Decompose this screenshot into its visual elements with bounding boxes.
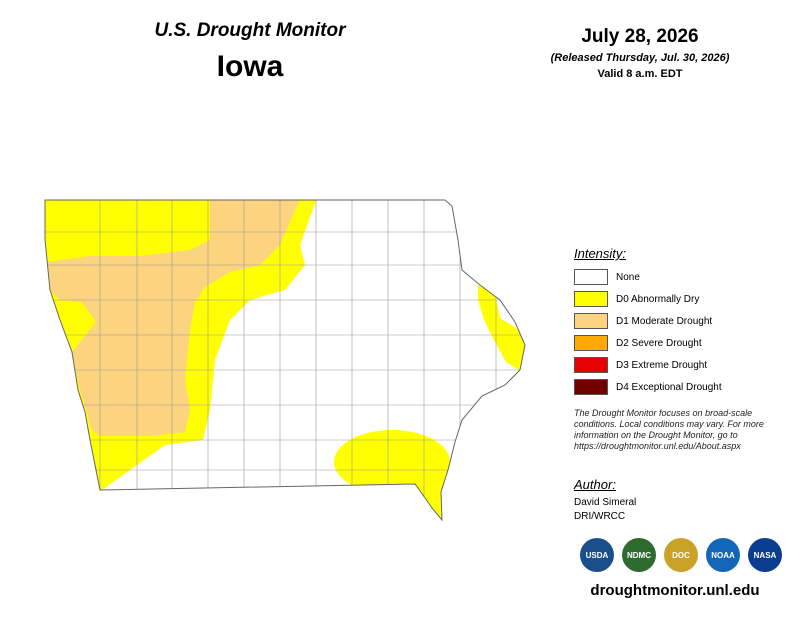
legend-label: None bbox=[616, 271, 640, 283]
valid-time: Valid 8 a.m. EDT bbox=[597, 68, 683, 80]
logo: NASA bbox=[748, 538, 782, 572]
legend-label: D4 Exceptional Drought bbox=[616, 381, 722, 393]
note: The Drought Monitor focuses on broad-sca… bbox=[574, 408, 764, 451]
map-date: July 28, 2026 bbox=[581, 26, 699, 47]
legend-item: D1 Moderate Drought bbox=[574, 310, 722, 332]
author-title: Author: bbox=[574, 477, 616, 492]
legend-swatch bbox=[574, 357, 608, 373]
map bbox=[44, 199, 526, 522]
legend-item: None bbox=[574, 266, 722, 288]
legend-label: D3 Extreme Drought bbox=[616, 359, 708, 371]
release-date: (Released Thursday, Jul. 30, 2026) bbox=[550, 52, 730, 64]
logo: USDA bbox=[580, 538, 614, 572]
drought-area bbox=[478, 285, 525, 372]
legend-swatch bbox=[574, 379, 608, 395]
title: U.S. Drought Monitor bbox=[154, 20, 346, 41]
authors: David Simeral DRI/WRCC bbox=[574, 496, 636, 524]
website: droughtmonitor.unl.edu bbox=[590, 582, 760, 599]
legend-label: D0 Abnormally Dry bbox=[616, 293, 700, 305]
legend-swatch bbox=[574, 269, 608, 285]
author-name: David Simeral bbox=[574, 497, 637, 508]
legend-label: D1 Moderate Drought bbox=[616, 315, 713, 327]
legend-label: D2 Severe Drought bbox=[616, 337, 702, 349]
legend: None D0 Abnormally Dry D1 Moderate Drought… bbox=[574, 266, 722, 398]
drought-area bbox=[48, 200, 302, 436]
author-name: DRI/WRCC bbox=[574, 511, 626, 522]
logo: NDMC bbox=[622, 538, 656, 572]
logo: NOAA bbox=[706, 538, 740, 572]
legend-title: Intensity: bbox=[574, 246, 627, 261]
logos: USDA NDMC DOC NOAA NASA bbox=[580, 538, 782, 572]
legend-swatch bbox=[574, 291, 608, 307]
legend-item: D2 Severe Drought bbox=[574, 332, 722, 354]
legend-item: D3 Extreme Drought bbox=[574, 354, 722, 376]
legend-swatch bbox=[574, 313, 608, 329]
legend-swatch bbox=[574, 335, 608, 351]
logo: DOC bbox=[664, 538, 698, 572]
drought-area bbox=[410, 470, 450, 520]
legend-item: D0 Abnormally Dry bbox=[574, 288, 722, 310]
legend-item: D4 Exceptional Drought bbox=[574, 376, 722, 398]
state-name: Iowa bbox=[216, 50, 284, 83]
